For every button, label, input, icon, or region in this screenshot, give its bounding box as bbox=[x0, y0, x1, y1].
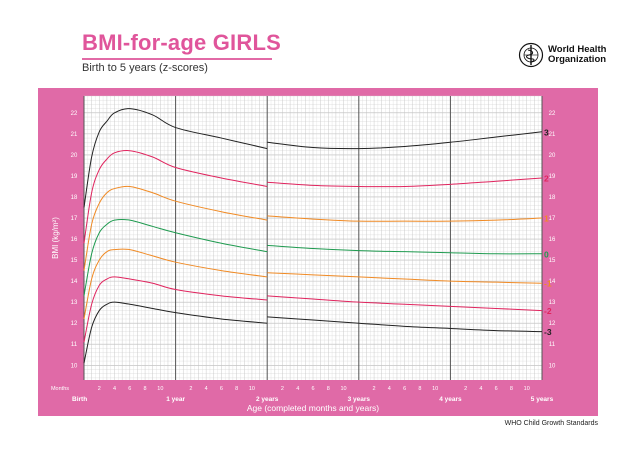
y-axis-title: BMI (kg/m²) bbox=[51, 217, 60, 259]
year-tick-label: 4 years bbox=[439, 396, 462, 403]
month-tick-label: 6 bbox=[128, 386, 131, 392]
y-tick-label-left: 22 bbox=[71, 111, 78, 117]
month-tick-label: 2 bbox=[373, 386, 376, 392]
month-tick-label: 8 bbox=[235, 386, 238, 392]
month-tick-label: 10 bbox=[340, 386, 346, 392]
y-tick-label-right: 10 bbox=[549, 363, 556, 369]
zscore-curve-2-a bbox=[83, 150, 268, 244]
y-tick-label-right: 18 bbox=[549, 195, 556, 201]
year-tick-label: 3 years bbox=[348, 396, 371, 403]
month-tick-label: 4 bbox=[479, 386, 482, 392]
month-tick-label: 10 bbox=[432, 386, 438, 392]
month-tick-label: 2 bbox=[281, 386, 284, 392]
zscore-label: 2 bbox=[544, 174, 549, 184]
who-emblem-icon bbox=[518, 42, 544, 68]
y-tick-label-left: 10 bbox=[71, 363, 78, 369]
chart-subtitle: Birth to 5 years (z-scores) bbox=[82, 62, 208, 74]
zscore-curve--3-a bbox=[83, 301, 268, 364]
zscore-curve-0-a bbox=[83, 218, 268, 296]
y-tick-label-left: 11 bbox=[71, 342, 78, 348]
zscore-curve-3-b bbox=[267, 131, 543, 150]
zscore-curve-1-b bbox=[267, 215, 543, 222]
zscore-label: -1 bbox=[544, 279, 552, 289]
months-axis-caption: Months bbox=[51, 386, 69, 392]
zscore-curve-1-a bbox=[83, 185, 268, 271]
y-tick-label-right: 12 bbox=[549, 321, 556, 327]
month-tick-label: 10 bbox=[524, 386, 530, 392]
zscore-label: 0 bbox=[544, 249, 549, 259]
zscore-curve--2-b bbox=[267, 295, 543, 312]
x-axis-title: Age (completed months and years) bbox=[247, 403, 379, 413]
month-tick-label: 8 bbox=[144, 386, 147, 392]
y-tick-label-left: 17 bbox=[71, 216, 78, 222]
month-tick-label: 6 bbox=[495, 386, 498, 392]
month-tick-label: 6 bbox=[311, 386, 314, 392]
month-tick-label: 6 bbox=[403, 386, 406, 392]
zscore-curve-3-a bbox=[83, 108, 268, 208]
month-tick-label: 4 bbox=[388, 386, 391, 392]
y-tick-label-left: 14 bbox=[71, 279, 78, 285]
zscore-curve--1-a bbox=[83, 248, 268, 320]
month-tick-label: 10 bbox=[249, 386, 255, 392]
y-tick-label-right: 22 bbox=[549, 111, 556, 117]
source-footer: WHO Child Growth Standards bbox=[504, 420, 598, 427]
chart-title: BMI-for-age GIRLS bbox=[82, 30, 281, 55]
year-tick-label: 2 years bbox=[256, 396, 279, 403]
y-tick-label-left: 18 bbox=[71, 195, 78, 201]
month-tick-label: 8 bbox=[510, 386, 513, 392]
zscore-label: -2 bbox=[544, 306, 552, 316]
y-tick-label-right: 15 bbox=[549, 258, 556, 264]
zscore-curve-2-b bbox=[267, 177, 543, 188]
zscore-curve--2-a bbox=[83, 276, 268, 343]
month-tick-label: 2 bbox=[189, 386, 192, 392]
month-tick-label: 2 bbox=[464, 386, 467, 392]
y-tick-label-right: 21 bbox=[549, 132, 556, 138]
year-tick-label: 1 year bbox=[166, 396, 185, 403]
zscore-curve--1-b bbox=[267, 272, 543, 284]
month-tick-label: 4 bbox=[205, 386, 208, 392]
month-tick-label: 8 bbox=[418, 386, 421, 392]
year-tick-label: 5 years bbox=[531, 396, 554, 403]
y-tick-label-right: 14 bbox=[549, 279, 556, 285]
year-tick-label: Birth bbox=[72, 396, 87, 403]
title-rule bbox=[82, 58, 272, 60]
chart-frame: 10 10 11 11 12 12 13 13 14 14 15 15 16 16 17 17 18 18 19 19… bbox=[38, 88, 598, 416]
y-tick-label-right: 20 bbox=[549, 153, 556, 159]
y-tick-label-left: 21 bbox=[71, 132, 78, 138]
month-tick-label: 6 bbox=[220, 386, 223, 392]
y-tick-label-left: 16 bbox=[71, 237, 78, 243]
y-tick-label-right: 13 bbox=[549, 300, 556, 306]
y-tick-label-left: 12 bbox=[71, 321, 78, 327]
y-tick-label-right: 19 bbox=[549, 174, 556, 180]
y-tick-label-left: 15 bbox=[71, 258, 78, 264]
month-tick-label: 10 bbox=[157, 386, 163, 392]
y-tick-label-right: 17 bbox=[549, 216, 556, 222]
zscore-label: 3 bbox=[544, 127, 549, 137]
org-name-line1: World Health bbox=[548, 44, 607, 55]
zscore-label: -3 bbox=[544, 327, 552, 337]
zscore-label: 1 bbox=[544, 214, 549, 224]
zscore-curve--3-b bbox=[267, 316, 543, 333]
month-tick-label: 4 bbox=[296, 386, 299, 392]
y-tick-label-left: 19 bbox=[71, 174, 78, 180]
y-tick-label-right: 11 bbox=[549, 342, 556, 348]
y-tick-label-left: 20 bbox=[71, 153, 78, 159]
month-tick-label: 2 bbox=[98, 386, 101, 392]
month-tick-label: 4 bbox=[113, 386, 116, 392]
y-tick-label-left: 13 bbox=[71, 300, 78, 306]
org-name-line2: Organization bbox=[548, 54, 607, 65]
zscore-curve-0-b bbox=[267, 244, 543, 255]
y-tick-label-right: 16 bbox=[549, 237, 556, 243]
month-tick-label: 8 bbox=[327, 386, 330, 392]
who-logo-block: World Health Organization bbox=[518, 42, 606, 68]
